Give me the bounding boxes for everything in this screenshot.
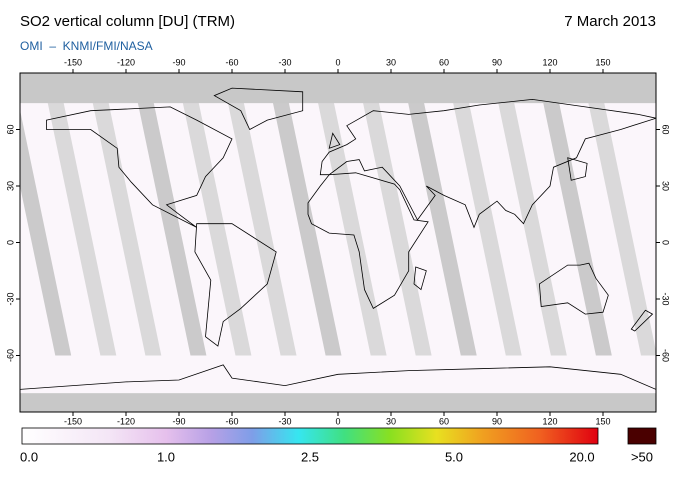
lon-label: 0	[335, 416, 340, 426]
lon-label: -120	[117, 57, 135, 67]
coastline	[630, 309, 654, 332]
orbit-swath	[272, 101, 342, 356]
date: 7 March 2013	[564, 13, 656, 30]
polar-cap-south	[20, 393, 656, 412]
colorbar-label: 5.0	[445, 449, 463, 464]
lon-label: -150	[64, 416, 82, 426]
lon-label: 30	[386, 57, 396, 67]
lat-label: -60	[661, 349, 671, 362]
lat-label: -30	[661, 292, 671, 305]
coastline	[194, 223, 277, 347]
lon-label: 120	[542, 416, 557, 426]
lat-label: 0	[661, 240, 671, 245]
colorbar-label: 0.0	[20, 449, 38, 464]
orbit-swath	[317, 101, 387, 356]
lon-label: -60	[225, 416, 238, 426]
lat-label: -60	[5, 349, 15, 362]
map-area	[20, 73, 656, 412]
lon-label: -30	[278, 57, 291, 67]
lon-label: 0	[335, 57, 340, 67]
lon-label: 90	[492, 416, 502, 426]
lon-label: 30	[386, 416, 396, 426]
orbit-swath	[362, 101, 432, 356]
coastline	[319, 98, 656, 229]
lon-label: 60	[439, 57, 449, 67]
lat-label: 60	[5, 124, 15, 134]
orbit-swath	[20, 109, 72, 356]
lon-label: -60	[225, 57, 238, 67]
colorbar-label: 2.5	[301, 449, 319, 464]
polar-cap-north	[20, 73, 656, 104]
coastline	[328, 132, 341, 149]
orbit-swath	[452, 101, 522, 356]
coastline	[307, 172, 429, 309]
lon-label: -30	[278, 416, 291, 426]
colorbar-overflow	[627, 427, 657, 445]
lat-label: 60	[661, 124, 671, 134]
lon-label: -150	[64, 57, 82, 67]
orbit-swath	[47, 101, 117, 356]
orbit-swath	[407, 101, 477, 356]
orbit-swath	[92, 101, 162, 356]
orbit-swath	[497, 101, 567, 356]
subtitle: OMI – KNMI/FMI/NASA	[20, 39, 153, 53]
coastline	[213, 87, 304, 131]
colorbar	[21, 427, 599, 445]
orbit-swath	[588, 101, 656, 356]
coastline	[567, 157, 588, 181]
coastline	[538, 262, 609, 315]
coastline	[20, 364, 656, 390]
orbit-swath	[137, 101, 207, 356]
lat-label: 0	[5, 240, 15, 245]
lon-label: 150	[595, 57, 610, 67]
lat-label: 30	[661, 181, 671, 191]
lon-label: 90	[492, 57, 502, 67]
lon-label: 120	[542, 57, 557, 67]
coastline	[413, 266, 427, 291]
orbit-swath	[182, 101, 252, 356]
colorbar-label: 20.0	[569, 449, 594, 464]
lon-label: 60	[439, 416, 449, 426]
colorbar-label: 1.0	[157, 449, 175, 464]
title: SO2 vertical column [DU] (TRM)	[20, 13, 235, 30]
coastline	[46, 106, 233, 228]
lon-label: -90	[172, 416, 185, 426]
orbit-swath	[227, 101, 297, 356]
lon-label: 150	[595, 416, 610, 426]
lat-label: 30	[5, 181, 15, 191]
colorbar-overflow-label: >50	[631, 449, 653, 464]
lon-label: -90	[172, 57, 185, 67]
lon-label: -120	[117, 416, 135, 426]
lat-label: -30	[5, 292, 15, 305]
